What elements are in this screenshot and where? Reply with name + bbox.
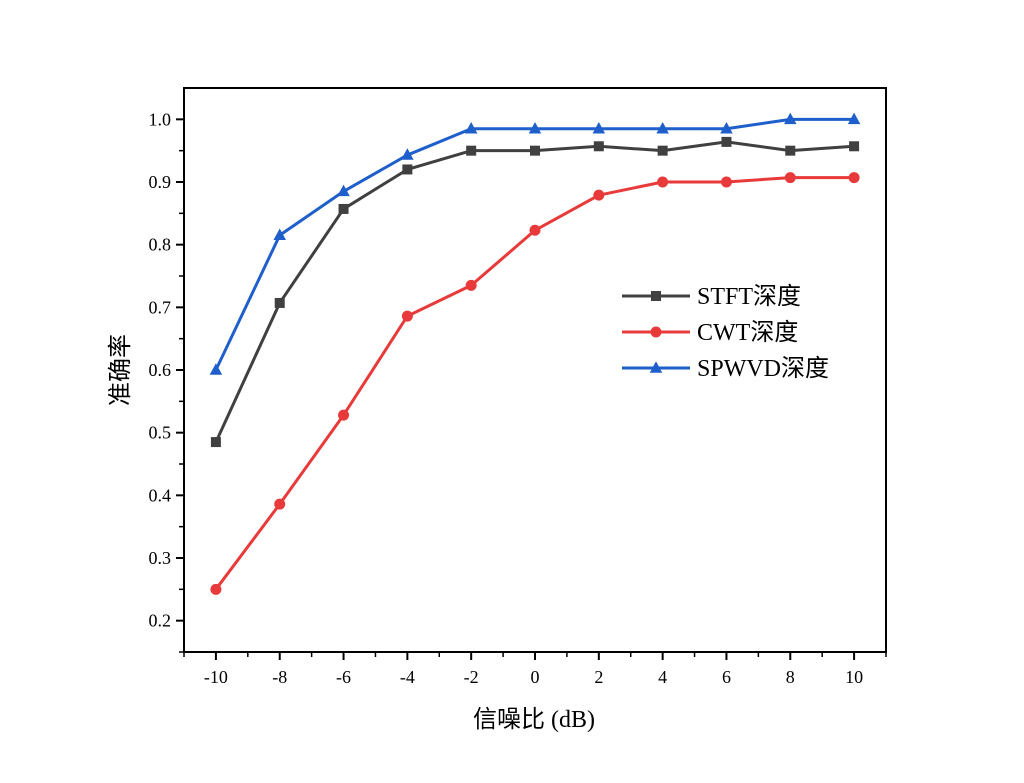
data-point [338,203,349,214]
legend-marker [649,361,663,373]
x-tick-label: 0 [531,667,540,687]
data-point [528,121,542,134]
data-point [657,176,669,188]
data-point [720,121,733,134]
y-tick-label: 0.8 [149,235,172,255]
data-point [720,176,732,188]
data-point [592,121,606,134]
data-point [593,141,604,152]
data-point [338,409,350,421]
y-tick-label: 0.9 [149,172,172,192]
x-tick-label: 6 [722,667,731,687]
data-point [273,228,286,241]
legend-label: STFT深度 [697,283,801,310]
legend-label: CWT深度 [697,319,798,346]
legend-label: SPWVD深度 [697,355,829,382]
x-tick-label: -8 [272,667,287,687]
x-tick-label: 2 [594,667,603,687]
legend: STFT深度 CWT深度 SPWVD深度 [622,283,829,382]
x-axis: -10 -8 -6 -4 -2 0 2 4 6 8 10 [183,652,887,687]
data-point [657,145,668,156]
legend-marker [651,291,661,301]
data-point [849,141,860,152]
x-axis-title: 信噪比 (dB) [473,706,595,733]
data-point [848,172,860,184]
x-tick-label: -10 [204,667,228,687]
series-1 [210,172,860,595]
x-tick-label: 10 [845,667,863,687]
data-point [465,279,477,291]
data-point [784,172,796,184]
data-point [210,437,221,448]
data-point [785,145,796,156]
x-tick-label: -6 [336,667,351,687]
x-tick-label: 8 [786,667,795,687]
data-point [401,148,414,160]
y-tick-label: 0.3 [149,548,172,568]
x-tick-label: -2 [464,667,479,687]
x-tick-label: -4 [400,667,415,687]
data-point [656,121,669,134]
data-point [401,310,413,322]
data-point [530,145,540,156]
series-line [214,176,855,591]
data-point [847,112,861,125]
y-tick-label: 1.0 [149,109,172,129]
series-2 [209,112,861,375]
data-point [593,189,605,201]
data-point [209,363,223,375]
data-point [529,224,541,236]
y-axis-title: 准确率 [107,334,134,406]
series-lines [209,112,861,595]
y-tick-label: 0.4 [149,485,172,505]
series-0 [210,136,860,448]
data-point [464,121,478,134]
y-axis: 0.2 0.3 0.4 0.5 0.6 0.7 0.8 0.9 1.0 [149,109,184,653]
data-point [784,112,797,125]
data-point [210,583,222,595]
data-point [274,297,285,308]
data-point [337,184,350,197]
x-tick-label: 4 [658,667,667,687]
legend-marker [650,326,662,338]
y-tick-label: 0.6 [149,360,172,380]
data-point [721,136,732,147]
data-point [402,164,413,175]
data-point [274,498,286,510]
y-tick-label: 0.7 [149,297,172,317]
y-tick-label: 0.2 [149,611,172,631]
data-point [466,145,477,156]
y-tick-label: 0.5 [149,423,172,443]
